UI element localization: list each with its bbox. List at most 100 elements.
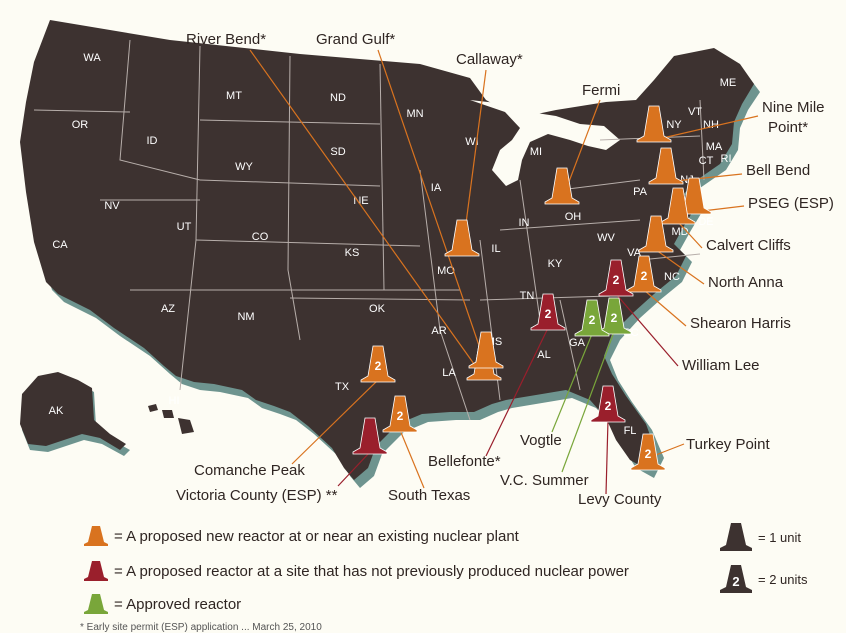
state-label-la: LA [442, 367, 456, 379]
site-label-victoria-county-esp: Victoria County (ESP) ** [176, 487, 338, 504]
site-labels: River Bend* Grand Gulf* Callaway* Fermi Nine… [176, 31, 834, 508]
site-label-v-c-summer: V.C. Summer [500, 472, 589, 489]
state-label-va: VA [627, 247, 642, 259]
two-units-label: 2 [641, 269, 648, 283]
reactor-cone-vogtle: 2 [574, 299, 610, 337]
legend-proposed-existing: = A proposed new reactor at or near an e… [82, 524, 519, 548]
reactor-cone-south-texas: 2 [382, 395, 418, 433]
leader-river-bend [249, 49, 485, 379]
state-label-nm: NM [237, 311, 254, 323]
state-label-fl: FL [624, 425, 637, 437]
reactor-cone-nine-mile [636, 105, 672, 143]
leader-calvert-cliffs [677, 221, 703, 249]
state-label-ar: AR [431, 325, 446, 337]
state-label-mi: MI [530, 146, 542, 158]
state-label-az: AZ [161, 303, 175, 315]
leader-v-c-summer [561, 331, 615, 473]
site-label-grand-gulf: Grand Gulf* [316, 31, 395, 48]
site-label-comanche-peak: Comanche Peak [194, 462, 305, 479]
site-label-bellefonte: Bellefonte* [428, 453, 501, 470]
state-label-ia: IA [431, 182, 442, 194]
reactor-cone-callaway [444, 219, 480, 257]
state-label-tn: TN [520, 290, 535, 302]
state-label-wy: WY [235, 161, 253, 173]
site-label-nine-mile-line2: Point* [768, 119, 808, 136]
legend-proposed-new: = A proposed reactor at a site that has … [82, 559, 629, 583]
legend-one-unit-text: = 1 unit [758, 529, 802, 545]
reactor-cone-grand-gulf [468, 331, 504, 369]
two-units-label: 2 [589, 313, 596, 327]
state-label-nd: ND [330, 92, 346, 104]
dark-cone-icon [720, 523, 752, 551]
two-units-label: 2 [397, 409, 404, 423]
state-label-wv: WV [597, 232, 615, 244]
state-label-ri: RI [721, 153, 732, 165]
dark-cone-two-icon: 2 [720, 565, 752, 593]
reactor-markers: 2 2 2 2 2 2 2 2 2 [352, 105, 712, 471]
site-label-south-texas: South Texas [388, 487, 470, 504]
state-label-de: DE [698, 216, 713, 228]
reactor-cone-bell-bend [648, 147, 684, 185]
green-cone-icon [84, 594, 108, 614]
site-label-levy-county: Levy County [578, 491, 662, 508]
leader-levy-county [605, 419, 609, 495]
leader-nine-mile [653, 115, 759, 141]
state-label-in: IN [519, 217, 530, 229]
state-label-pa: PA [633, 186, 648, 198]
legend-two-units: 2 = 2 units [718, 563, 808, 595]
leader-north-anna [655, 249, 705, 285]
alaska-land [20, 372, 126, 450]
reactor-cone-levy-county: 2 [590, 385, 626, 423]
two-units-label: 2 [375, 359, 382, 373]
state-label-nc: NC [664, 271, 680, 283]
state-labels: WA OR ID MT WY ND SD NE NV UT CA CO KS AZ NM OK TX MN IA MO… [49, 52, 737, 437]
site-label-shearon-harris: Shearon Harris [690, 315, 791, 332]
state-label-tx: TX [335, 381, 350, 393]
two-units-label: 2 [611, 311, 618, 325]
two-units-label: 2 [545, 307, 552, 321]
state-label-mo: MO [437, 265, 455, 277]
state-label-ma: MA [706, 141, 723, 153]
leader-bellefonte [485, 327, 549, 457]
two-units-glyph: 2 [732, 574, 739, 589]
state-label-me: ME [720, 77, 737, 89]
reactor-cone-calvert-cliffs [660, 187, 696, 225]
legend-two-units-text: = 2 units [758, 571, 808, 587]
state-label-al: AL [537, 349, 550, 361]
footnote: * Early site permit (ESP) application ..… [80, 622, 322, 633]
site-label-nine-mile: Nine Mile [762, 99, 825, 116]
state-label-hi: HI [169, 395, 180, 407]
leader-shearon-harris [643, 289, 687, 327]
two-units-label: 2 [605, 399, 612, 413]
legend-one-unit: = 1 unit [718, 521, 801, 553]
state-label-ut: UT [177, 221, 192, 233]
state-label-mn: MN [406, 108, 423, 120]
reactor-cone-north-anna [638, 215, 674, 253]
state-label-ca: CA [52, 239, 68, 251]
reactor-cone-victoria-county-esp [352, 417, 388, 455]
legend-proposed-existing-text: = A proposed new reactor at or near an e… [114, 527, 519, 545]
site-label-pseg-esp: PSEG (ESP) [748, 195, 834, 212]
orange-cone-icon [84, 526, 108, 546]
leader-south-texas [399, 429, 425, 489]
site-label-calvert-cliffs: Calvert Cliffs [706, 237, 791, 254]
state-label-ny: NY [666, 119, 682, 131]
leader-vogtle [551, 333, 593, 433]
state-label-ak: AK [49, 405, 64, 417]
state-label-sd: SD [330, 146, 345, 158]
reactor-cone-comanche-peak: 2 [360, 345, 396, 383]
callout-leader-lines [249, 49, 759, 495]
state-label-ga: GA [569, 337, 586, 349]
state-label-mt: MT [226, 90, 242, 102]
reactor-cone-bellefonte: 2 [530, 293, 566, 331]
state-label-or: OR [72, 119, 89, 131]
state-label-vt: VT [688, 106, 702, 118]
leader-victoria-county-esp [337, 451, 371, 487]
two-units-label: 2 [613, 273, 620, 287]
site-label-vogtle: Vogtle [520, 432, 562, 449]
site-label-william-lee: William Lee [682, 357, 760, 374]
state-label-id: ID [147, 135, 158, 147]
reactor-cone-william-lee: 2 [598, 259, 634, 297]
two-units-label: 2 [645, 447, 652, 461]
state-label-nv: NV [104, 200, 120, 212]
